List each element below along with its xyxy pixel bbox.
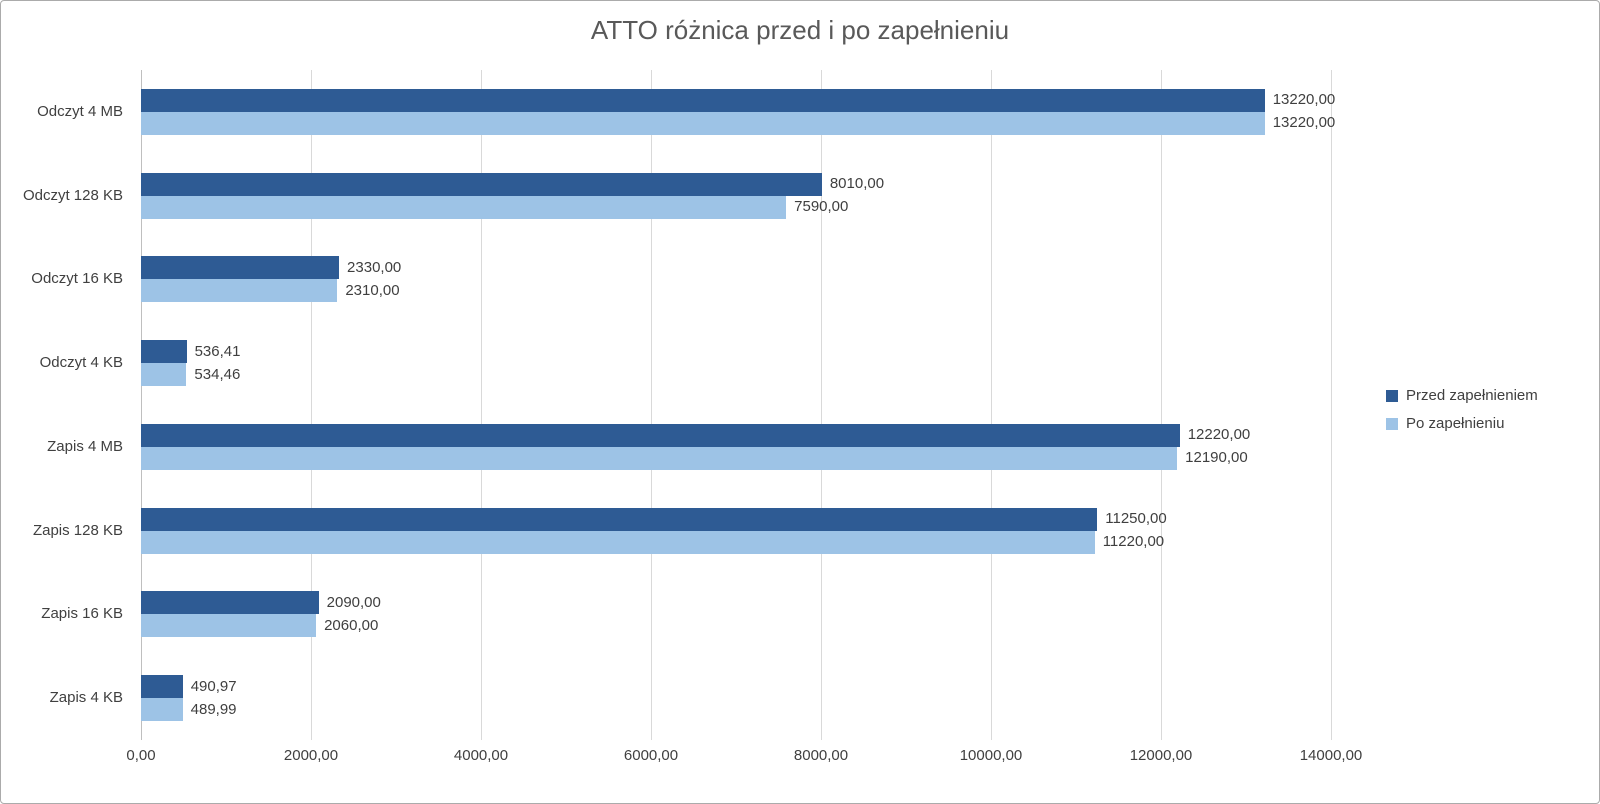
bar-przed-zapelnieniem (141, 423, 1180, 447)
y-axis-line (141, 70, 142, 740)
category-label: Zapis 4 KB (49, 689, 123, 707)
bar-po-zapelnieniu (141, 279, 338, 303)
x-axis: 0,00 2000,00 4000,00 6000,00 8000,00 10000,00… (126, 747, 1362, 771)
category-label: Odczyt 4 MB (37, 102, 123, 120)
bar-przed-zapelnieniem (141, 507, 1098, 531)
category-label: Zapis 128 KB (32, 521, 123, 539)
bar-przed-zapelnieniem (141, 172, 822, 196)
bar-po-zapelnieniu (141, 363, 187, 387)
gridline (481, 70, 482, 740)
legend-label: Po zapełnieniu (1406, 415, 1505, 432)
bar-po-zapelnieniu (141, 530, 1095, 554)
bar-po-zapelnieniu (141, 195, 787, 219)
category-label: Odczyt 16 KB (31, 270, 123, 288)
gridline (1331, 70, 1332, 740)
gridline (821, 70, 822, 740)
x-tick-label: 8000,00 (793, 747, 849, 764)
category-label: Odczyt 4 KB (39, 354, 123, 372)
category-label: Odczyt 128 KB (22, 186, 123, 204)
value-label: 490,97 (190, 677, 237, 695)
bar-przed-zapelnieniem (141, 591, 319, 615)
category-label: Zapis 16 KB (41, 605, 123, 623)
bar-po-zapelnieniu (141, 446, 1178, 470)
value-label: 536,41 (194, 342, 241, 360)
gridline (651, 70, 652, 740)
value-label: 2090,00 (326, 593, 381, 611)
legend-item: Po zapełnieniu (1386, 415, 1538, 432)
value-label: 11220,00 (1102, 533, 1165, 551)
x-tick-label: 10000,00 (959, 747, 1023, 764)
legend-swatch (1386, 389, 1398, 402)
x-tick-label: 12000,00 (1129, 747, 1193, 764)
value-label: 12190,00 (1185, 449, 1248, 467)
x-tick-label: 6000,00 (623, 747, 679, 764)
value-label: 11250,00 (1105, 510, 1167, 528)
bar-przed-zapelnieniem (141, 256, 340, 280)
chart-title: ATTO różnica przed i po zapełnieniu (590, 15, 1010, 45)
bar-przed-zapelnieniem (141, 340, 187, 364)
value-label: 2310,00 (345, 281, 400, 299)
value-label: 2330,00 (347, 258, 402, 276)
plot-area: 13220,00 13220,00 8010,00 7590,00 2330,00 231… (141, 70, 1335, 740)
legend: Przed zapełnieniem Po zapełnieniu (1386, 387, 1538, 432)
value-label: 7590,00 (794, 198, 849, 216)
x-tick-label: 0,00 (126, 747, 156, 764)
category-axis: Odczyt 4 MB Odczyt 128 KB Odczyt 16 KB Odcz… (1, 70, 131, 740)
category-label: Zapis 4 MB (47, 437, 123, 455)
value-label: 8010,00 (829, 175, 885, 193)
bar-po-zapelnieniu (141, 111, 1265, 135)
legend-swatch (1386, 417, 1398, 430)
gridline (991, 70, 992, 740)
value-label: 12220,00 (1187, 426, 1251, 444)
bar-przed-zapelnieniem (141, 675, 183, 699)
value-label: 13220,00 (1272, 114, 1336, 132)
legend-item: Przed zapełnieniem (1386, 387, 1538, 404)
legend-label: Przed zapełnieniem (1406, 387, 1538, 404)
bar-po-zapelnieniu (141, 614, 317, 638)
bar-przed-zapelnieniem (141, 88, 1265, 112)
value-label: 13220,00 (1272, 91, 1336, 109)
x-tick-label: 14000,00 (1299, 747, 1363, 764)
value-label: 2060,00 (324, 616, 379, 634)
gridline (1161, 70, 1162, 740)
x-tick-label: 4000,00 (453, 747, 509, 764)
gridline (311, 70, 312, 740)
bar-po-zapelnieniu (141, 698, 183, 722)
value-label: 534,46 (194, 365, 241, 383)
value-label: 489,99 (190, 700, 237, 718)
x-tick-label: 2000,00 (283, 747, 339, 764)
